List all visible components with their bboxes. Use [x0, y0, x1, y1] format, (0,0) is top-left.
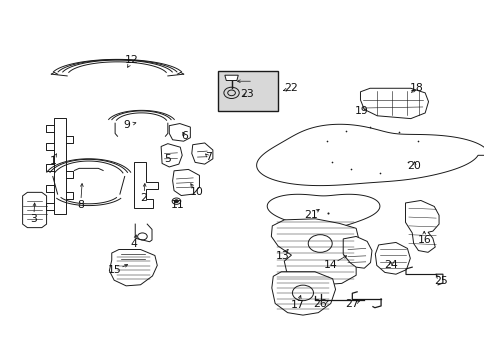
Text: 1: 1 [49, 156, 56, 166]
Text: 27: 27 [345, 299, 359, 309]
Text: 21: 21 [303, 210, 317, 220]
Text: 25: 25 [433, 275, 447, 285]
Polygon shape [343, 237, 371, 268]
Polygon shape [191, 143, 212, 164]
Polygon shape [134, 162, 158, 208]
Text: 16: 16 [416, 235, 430, 245]
Text: 12: 12 [125, 55, 139, 65]
Polygon shape [360, 88, 427, 118]
Polygon shape [169, 123, 190, 141]
Text: 4: 4 [131, 239, 138, 248]
Text: 2: 2 [140, 193, 147, 203]
Text: 14: 14 [323, 260, 337, 270]
Text: 9: 9 [123, 120, 130, 130]
Circle shape [298, 289, 307, 296]
Polygon shape [256, 124, 488, 186]
Bar [218, 71, 278, 111]
Text: 13: 13 [275, 251, 289, 261]
Text: 24: 24 [383, 260, 397, 270]
Polygon shape [266, 194, 379, 229]
Polygon shape [271, 272, 335, 315]
Text: 3: 3 [30, 214, 37, 224]
Polygon shape [109, 249, 157, 286]
Text: 18: 18 [409, 83, 423, 93]
Text: 10: 10 [189, 187, 203, 197]
Polygon shape [405, 201, 438, 252]
Text: 11: 11 [170, 200, 184, 210]
Text: 15: 15 [108, 265, 122, 275]
Text: 23: 23 [240, 89, 254, 99]
Polygon shape [271, 219, 358, 285]
Polygon shape [161, 144, 182, 167]
Text: 7: 7 [204, 152, 212, 162]
Text: 26: 26 [313, 299, 326, 309]
Polygon shape [224, 75, 238, 81]
Polygon shape [22, 192, 46, 228]
Polygon shape [54, 118, 65, 213]
Polygon shape [375, 242, 409, 274]
Circle shape [315, 240, 325, 247]
Polygon shape [172, 170, 199, 195]
Text: 8: 8 [77, 200, 84, 210]
Text: 22: 22 [284, 83, 298, 93]
Circle shape [174, 200, 178, 203]
Text: 5: 5 [164, 154, 171, 164]
Text: 19: 19 [354, 106, 368, 116]
Text: 17: 17 [290, 300, 304, 310]
Text: 20: 20 [407, 161, 421, 171]
Text: 6: 6 [181, 131, 188, 141]
